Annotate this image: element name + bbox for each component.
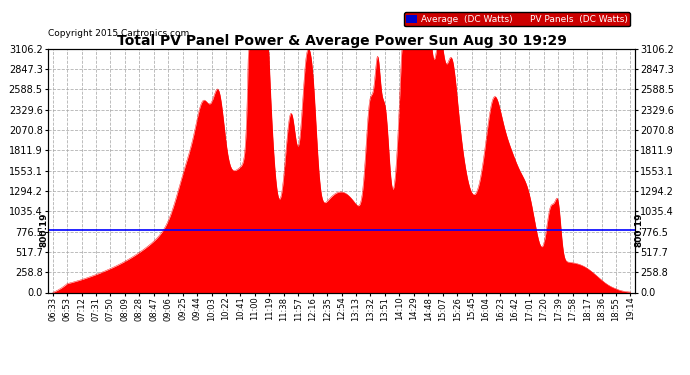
Text: 800.19: 800.19 bbox=[635, 213, 644, 247]
Text: 800.19: 800.19 bbox=[39, 213, 48, 247]
Legend: Average  (DC Watts), PV Panels  (DC Watts): Average (DC Watts), PV Panels (DC Watts) bbox=[404, 12, 630, 26]
Title: Total PV Panel Power & Average Power Sun Aug 30 19:29: Total PV Panel Power & Average Power Sun… bbox=[117, 34, 566, 48]
Text: Copyright 2015 Cartronics.com: Copyright 2015 Cartronics.com bbox=[48, 28, 190, 38]
